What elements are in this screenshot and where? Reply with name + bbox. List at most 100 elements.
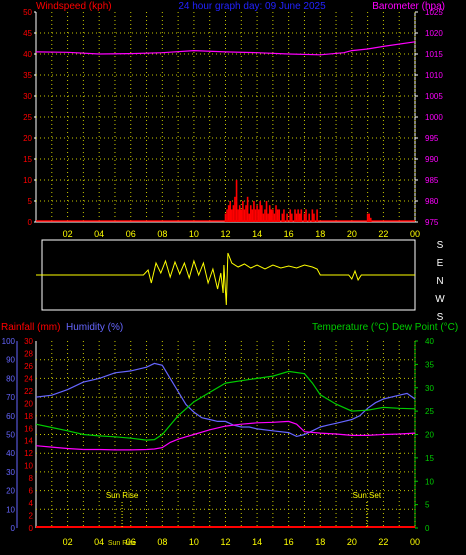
baro-tick-label: 1000 [425, 113, 443, 122]
rain-tick-label: 30 [24, 337, 33, 346]
temp-tick-label: 30 [425, 384, 434, 393]
humidity-tick-label: 40 [6, 449, 15, 458]
humidity-tick-label: 30 [6, 468, 15, 477]
compass-label: S [437, 240, 444, 251]
rain-tick-label: 28 [24, 349, 33, 358]
temperature-axis-title: Temperature (°C) [312, 322, 389, 333]
temp-tick-label: 10 [425, 477, 434, 486]
temperature-line [35, 370, 416, 441]
bottom-hour-tick-label: 00 [410, 537, 420, 547]
temp-tick-label: 40 [425, 337, 434, 346]
rain-tick-label: 12 [24, 449, 33, 458]
compass-label: W [435, 294, 445, 305]
sun-rise-hour-label: Sun Rise [108, 540, 137, 547]
baro-tick-label: 975 [425, 218, 439, 227]
baro-axis-title: Barometer (hpa) [372, 1, 445, 12]
compass-label: N [436, 276, 443, 287]
baro-tick-label: 1015 [425, 50, 443, 59]
humidity-line [35, 362, 416, 438]
baro-tick-label: 1025 [425, 8, 443, 17]
dew-point-line [35, 420, 416, 451]
humidity-tick-label: 60 [6, 412, 15, 421]
compass-label: S [437, 312, 444, 323]
wind-tick-label: 45 [23, 29, 32, 38]
bottom-hour-tick-label: 06 [126, 537, 136, 547]
humidity-tick-label: 20 [6, 487, 15, 496]
humidity-tick-label: 50 [6, 431, 15, 440]
baro-tick-label: 1010 [425, 71, 443, 80]
humidity-tick-label: 80 [6, 374, 15, 383]
barometer-line [35, 41, 416, 56]
rain-tick-label: 26 [24, 362, 33, 371]
humidity-axis-title: Humidity (%) [66, 322, 123, 333]
humidity-tick-label: 10 [6, 505, 15, 514]
rain-tick-label: 20 [24, 399, 33, 408]
wind-tick-label: 0 [28, 218, 33, 227]
bottom-hour-tick-label: 12 [220, 537, 230, 547]
wind-direction-line [36, 252, 415, 306]
bottom-hour-tick-label: 18 [315, 537, 325, 547]
sun-marker-label: Sun Rise [106, 491, 139, 500]
rain-tick-label: 24 [24, 374, 33, 383]
rain-tick-label: 4 [29, 499, 34, 508]
bottom-hour-tick-label: 20 [347, 537, 357, 547]
rain-tick-label: 16 [24, 424, 33, 433]
baro-tick-label: 995 [425, 134, 439, 143]
rain-axis-title: Rainfall (mm) [1, 322, 60, 333]
bottom-hour-tick-label: 14 [252, 537, 262, 547]
wind-axis-title: Windspeed (kph) [36, 1, 112, 12]
wind-barometer-chart: 02 04 06 08 10 12 14 16 18 20 22 000510152025303540… [23, 8, 443, 239]
temp-humidity-chart: 02 04 06 08 10 12 14 16 18 20 22 000102030405060708… [2, 337, 435, 547]
bottom-hour-tick-label: 16 [284, 537, 294, 547]
wind-tick-label: 10 [23, 176, 32, 185]
humidity-tick-label: 90 [6, 356, 15, 365]
bottom-hour-tick-label: 08 [157, 537, 167, 547]
baro-tick-label: 990 [425, 155, 439, 164]
chart-title: 24 hour graph day: 09 June 2025 [178, 1, 326, 12]
bottom-hour-tick-label: 02 [63, 537, 73, 547]
wind-tick-label: 35 [23, 71, 32, 80]
top-hour-tick-label: 08 [157, 229, 167, 239]
humidity-tick-label: 100 [2, 337, 16, 346]
temp-tick-label: 5 [425, 501, 430, 510]
top-hour-tick-label: 10 [189, 229, 199, 239]
rain-tick-label: 6 [29, 487, 34, 496]
compass-label: E [437, 258, 444, 269]
top-hour-tick-label: 16 [284, 229, 294, 239]
temp-tick-label: 0 [425, 524, 430, 533]
temp-tick-label: 15 [425, 454, 434, 463]
bottom-hour-tick-label: 10 [189, 537, 199, 547]
bottom-hour-tick-label: 22 [378, 537, 388, 547]
rain-tick-label: 2 [29, 512, 34, 521]
temp-tick-label: 35 [425, 360, 434, 369]
top-hour-tick-label: 14 [252, 229, 262, 239]
bottom-hour-tick-label: 04 [94, 537, 104, 547]
temp-tick-label: 25 [425, 407, 434, 416]
baro-tick-label: 1020 [425, 29, 443, 38]
wind-tick-label: 30 [23, 92, 32, 101]
humidity-tick-label: 0 [11, 524, 16, 533]
top-hour-tick-label: 22 [378, 229, 388, 239]
temp-tick-label: 20 [425, 431, 434, 440]
top-hour-tick-label: 12 [220, 229, 230, 239]
rain-tick-label: 22 [24, 387, 33, 396]
top-hour-tick-label: 02 [63, 229, 73, 239]
wind-tick-label: 20 [23, 134, 32, 143]
top-hour-tick-label: 06 [126, 229, 136, 239]
top-hour-tick-label: 20 [347, 229, 357, 239]
baro-tick-label: 1005 [425, 92, 443, 101]
top-hour-tick-label: 18 [315, 229, 325, 239]
rain-tick-label: 18 [24, 412, 33, 421]
wind-tick-label: 5 [28, 197, 33, 206]
wind-tick-label: 50 [23, 8, 32, 17]
wind-tick-label: 25 [23, 113, 32, 122]
rain-tick-label: 10 [24, 462, 33, 471]
rain-tick-label: 14 [24, 437, 33, 446]
rain-tick-label: 8 [29, 474, 34, 483]
top-hour-tick-label: 04 [94, 229, 104, 239]
rain-tick-label: 0 [29, 524, 34, 533]
top-hour-tick-label: 00 [410, 229, 420, 239]
